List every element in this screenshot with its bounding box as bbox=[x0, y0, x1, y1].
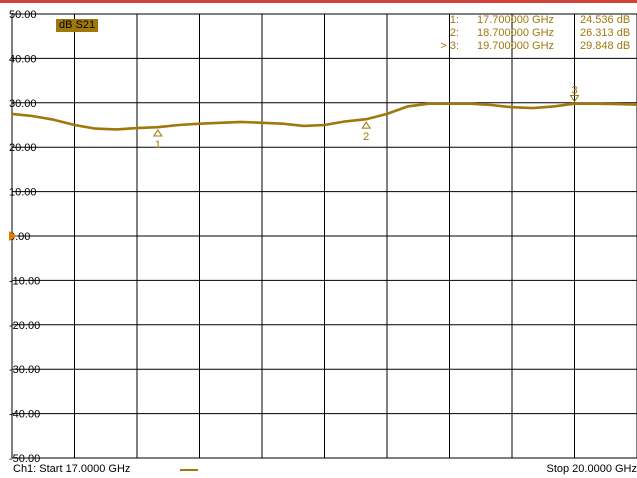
marker-value: 24.536 dB bbox=[580, 14, 631, 26]
trace-legend-swatch bbox=[180, 469, 198, 471]
grid bbox=[11, 13, 637, 459]
y-tick-label: 10.00 bbox=[9, 187, 37, 199]
trace-layer bbox=[11, 102, 637, 131]
stop-frequency-label: Stop 20.0000 GHz bbox=[546, 463, 637, 475]
marker-id: > 3: bbox=[440, 40, 459, 52]
marker-triangle bbox=[361, 121, 372, 129]
marker-id: 1: bbox=[449, 14, 459, 26]
y-tick-label: 50.00 bbox=[9, 9, 37, 21]
marker-readout-row: 1: 17.700000 GHz 24.536 dB bbox=[428, 14, 637, 27]
trace-label-badge[interactable]: dB S21 bbox=[56, 19, 99, 32]
y-tick-label: 0.00 bbox=[9, 231, 30, 243]
series-line-s21 bbox=[11, 102, 637, 131]
y-tick-labels: 50.00 40.00 30.00 20.00 10.00 0.00 -10.00 -20.0… bbox=[9, 9, 40, 465]
y-tick-label: 20.00 bbox=[9, 142, 37, 154]
marker-frequency: 18.700000 GHz bbox=[477, 27, 555, 39]
marker-number-label: 2 bbox=[363, 131, 369, 143]
marker-value: 29.848 dB bbox=[580, 40, 631, 52]
marker-triangle bbox=[569, 94, 580, 103]
start-frequency-label: Ch1: Start 17.0000 GHz bbox=[13, 463, 131, 475]
y-tick-label: -30.00 bbox=[9, 364, 40, 376]
y-tick-label: -50.00 bbox=[9, 453, 40, 465]
marker-id: 2: bbox=[449, 27, 459, 39]
top-accent-bar bbox=[0, 0, 637, 3]
marker-readout-row: > 3: 19.700000 GHz 29.848 dB bbox=[428, 40, 637, 53]
y-tick-label: 40.00 bbox=[9, 53, 37, 65]
marker-frequency: 17.700000 GHz bbox=[477, 14, 555, 26]
marker-number-label: 3 bbox=[572, 84, 578, 96]
y-tick-label: -40.00 bbox=[9, 409, 40, 421]
marker-readout-row: 2: 18.700000 GHz 26.313 dB bbox=[428, 27, 637, 40]
reference-level-arrow bbox=[9, 231, 17, 241]
status-footer: Ch1: Start 17.0000 GHz Stop 20.0000 GHz bbox=[0, 461, 637, 478]
marker-frequency: 19.700000 GHz bbox=[477, 40, 555, 52]
y-tick-label: -20.00 bbox=[9, 320, 40, 332]
marker-layer: 1 2 3 bbox=[152, 84, 580, 151]
y-tick-label: 30.00 bbox=[9, 98, 37, 110]
marker-value: 26.313 dB bbox=[580, 27, 631, 39]
marker-number-label: 1 bbox=[155, 139, 161, 151]
marker-triangle bbox=[152, 129, 163, 137]
y-tick-label: -10.00 bbox=[9, 275, 40, 287]
marker-readout-table: 1: 17.700000 GHz 24.536 dB 2: 18.700000 … bbox=[428, 14, 637, 60]
